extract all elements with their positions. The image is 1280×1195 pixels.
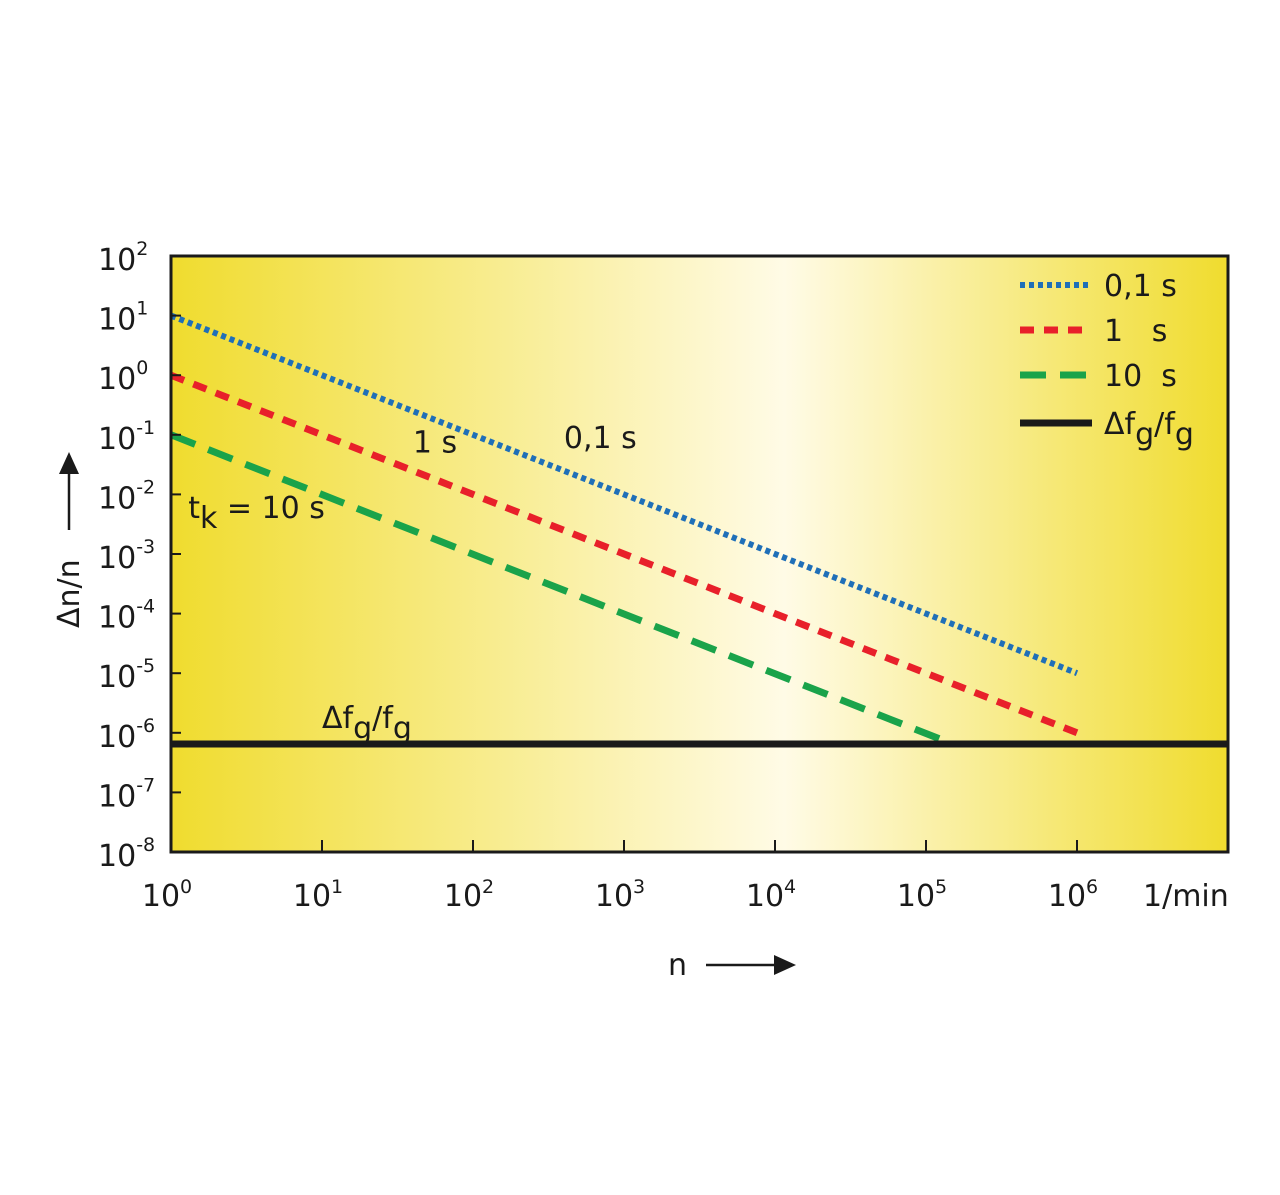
- annotation-sub: k: [200, 501, 218, 536]
- x-tick-label-0: 100: [142, 876, 192, 914]
- y-tick-label-7: 10-5: [98, 655, 155, 695]
- axis-titles: n Δn/n: [52, 452, 796, 983]
- y-tick-label-base-10: 10: [98, 839, 136, 874]
- x-axis-title: n: [668, 948, 687, 983]
- y-tick-label-base-6: 10: [98, 601, 136, 636]
- legend-label-3: Δfg/fg: [1104, 407, 1194, 452]
- annotation-part: = 10 s: [217, 491, 325, 526]
- y-tick-label-10: 10-8: [98, 834, 155, 874]
- y-tick-label-5: 10-3: [98, 536, 155, 576]
- x-axis-arrow-head: [774, 955, 796, 975]
- y-tick-label-exp-5: -3: [136, 536, 155, 558]
- y-tick-label-exp-2: 0: [136, 357, 148, 379]
- annotation-ann-01s: 0,1 s: [564, 421, 637, 456]
- y-tick-label-base-3: 10: [98, 422, 136, 457]
- y-ticks: 10210110010-110-210-310-410-510-610-710-…: [98, 238, 181, 874]
- y-tick-label-1: 101: [98, 298, 148, 338]
- y-tick-label-base-4: 10: [98, 481, 136, 516]
- x-tick-label-1: 101: [293, 876, 343, 914]
- annotation-ann-10s: tk = 10 s: [188, 491, 325, 536]
- y-tick-label-base-2: 10: [98, 362, 136, 397]
- y-tick-label-base-5: 10: [98, 541, 136, 576]
- y-axis-arrow-head: [59, 452, 79, 474]
- y-tick-label-exp-0: 2: [136, 238, 148, 260]
- x-tick-label-3: 103: [595, 876, 645, 914]
- y-tick-label-exp-9: -7: [136, 774, 155, 796]
- x-unit-label: 1/min: [1143, 879, 1229, 914]
- legend-label-1: 1 s: [1104, 314, 1167, 349]
- y-tick-label-3: 10-1: [98, 417, 155, 457]
- series-line-0: [169, 312, 1079, 676]
- y-tick-label-0: 102: [98, 238, 148, 278]
- y-tick-label-base-7: 10: [98, 660, 136, 695]
- plot-background: [171, 256, 1228, 852]
- x-tick-label-base-2: 10: [444, 879, 482, 914]
- y-axis-title: Δn/n: [52, 559, 87, 628]
- x-ticks: 100 101 102 103 104 105 106 1/min: [142, 840, 1229, 914]
- x-tick-label-base-1: 10: [293, 879, 331, 914]
- y-tick-label-2: 100: [98, 357, 148, 397]
- x-tick-label-base-0: 10: [142, 879, 180, 914]
- annotation-sub: g: [393, 711, 412, 746]
- y-tick-label-exp-7: -5: [136, 655, 155, 677]
- y-tick-label-exp-3: -1: [136, 417, 155, 439]
- x-tick-label-base-5: 10: [897, 879, 935, 914]
- y-tick-label-exp-10: -8: [136, 834, 155, 856]
- x-tick-label-4: 104: [746, 876, 796, 914]
- series-group: [169, 312, 1228, 748]
- y-tick-label-6: 10-4: [98, 596, 155, 636]
- legend-label-sub: g: [1135, 417, 1154, 452]
- x-tick-label-exp-6: 6: [1086, 876, 1098, 898]
- y-tick-label-8: 10-6: [98, 715, 155, 755]
- annotation-part: /f: [372, 701, 394, 736]
- x-tick-label-exp-1: 1: [331, 876, 343, 898]
- x-tick-label-6: 106: [1048, 876, 1098, 914]
- y-tick-label-4: 10-2: [98, 476, 155, 516]
- x-tick-label-2: 102: [444, 876, 494, 914]
- x-tick-label-exp-3: 3: [633, 876, 645, 898]
- annotation-part: t: [188, 491, 200, 526]
- legend-label-0: 0,1 s: [1104, 269, 1177, 304]
- y-tick-label-exp-4: -2: [136, 476, 155, 498]
- annotation-part: Δf: [322, 701, 355, 736]
- x-tick-label-base-6: 10: [1048, 879, 1086, 914]
- y-tick-label-exp-1: 1: [136, 298, 148, 320]
- annotation-ann-1s: 1 s: [413, 426, 457, 461]
- y-tick-label-base-9: 10: [98, 779, 136, 814]
- annotation-ann-fg: Δfg/fg: [322, 701, 412, 746]
- legend-label-2: 10 s: [1104, 359, 1177, 394]
- x-tick-label-exp-2: 2: [482, 876, 494, 898]
- y-tick-label-exp-8: -6: [136, 715, 155, 737]
- x-tick-label-5: 105: [897, 876, 947, 914]
- y-tick-label-9: 10-7: [98, 774, 155, 814]
- x-tick-label-base-4: 10: [746, 879, 784, 914]
- y-tick-label-base-0: 10: [98, 243, 136, 278]
- legend-label-sub: g: [1175, 417, 1194, 452]
- y-tick-label-exp-6: -4: [136, 596, 155, 618]
- legend-label-part: /f: [1154, 407, 1176, 442]
- y-tick-label-base-8: 10: [98, 720, 136, 755]
- series-line-1: [169, 371, 1079, 737]
- x-tick-label-exp-0: 0: [180, 876, 192, 898]
- x-tick-label-exp-4: 4: [784, 876, 796, 898]
- y-tick-label-base-1: 10: [98, 303, 136, 338]
- annotation-sub: g: [353, 711, 372, 746]
- x-tick-label-exp-5: 5: [935, 876, 947, 898]
- legend-label-part: Δf: [1104, 407, 1137, 442]
- x-tick-label-base-3: 10: [595, 879, 633, 914]
